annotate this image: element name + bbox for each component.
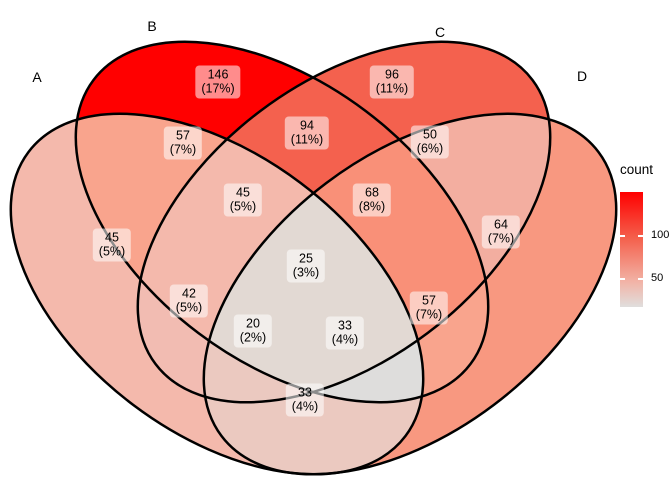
region-pct: (5%)	[175, 300, 203, 315]
region-label-bcd: 68 (8%)	[352, 183, 392, 217]
region-count: 96	[385, 67, 399, 82]
set-label-d: D	[576, 68, 588, 84]
color-legend: count 100 50	[618, 162, 672, 327]
region-count: 45	[236, 185, 250, 200]
legend-title: count	[620, 162, 654, 177]
legend-tick-50-left	[620, 278, 625, 280]
region-pct: (17%)	[201, 81, 235, 96]
region-count: 45	[105, 230, 119, 245]
legend-tick-50-right	[638, 278, 643, 280]
region-pct: (8%)	[358, 199, 386, 214]
region-label-abd: 20 (2%)	[233, 314, 273, 348]
legend-tick-label-50: 50	[651, 272, 664, 284]
region-pct: (11%)	[290, 132, 324, 147]
region-label-ad: 33 (4%)	[285, 383, 325, 417]
region-count: 68	[365, 185, 379, 200]
region-count: 57	[422, 293, 436, 308]
set-c-outline	[136, 40, 552, 404]
region-label-b: 146 (17%)	[195, 65, 241, 99]
set-b-outline	[74, 40, 490, 404]
region-pct: (7%)	[169, 142, 197, 157]
legend-tick-100-right	[638, 235, 643, 237]
set-d-outline	[202, 112, 618, 476]
region-pct: (2%)	[239, 330, 267, 345]
region-count: 146	[207, 67, 229, 82]
region-label-abc: 45 (5%)	[223, 183, 263, 217]
legend-tick-label-100: 100	[651, 229, 670, 241]
region-label-abcd: 25 (3%)	[286, 249, 326, 283]
set-label-a: A	[32, 69, 42, 85]
region-pct: (6%)	[416, 141, 444, 156]
region-pct: (5%)	[229, 199, 257, 214]
region-label-d: 64 (7%)	[481, 215, 521, 249]
set-a-outline	[9, 112, 425, 476]
legend-gradient-bar	[620, 192, 643, 307]
region-pct: (4%)	[331, 332, 359, 347]
region-pct: (5%)	[98, 244, 126, 259]
region-label-c: 96 (11%)	[369, 65, 415, 99]
region-pct: (4%)	[291, 399, 319, 414]
region-count: 25	[299, 251, 313, 266]
region-label-ac: 42 (5%)	[169, 284, 209, 318]
region-pct: (3%)	[292, 265, 320, 280]
region-label-acd: 33 (4%)	[325, 316, 365, 350]
legend-tick-100-left	[620, 235, 625, 237]
region-pct: (7%)	[487, 231, 515, 246]
region-label-a: 45 (5%)	[92, 228, 132, 262]
region-count: 33	[338, 318, 352, 333]
region-label-ab: 57 (7%)	[163, 126, 203, 160]
region-label-cd: 50 (6%)	[410, 125, 450, 159]
region-count: 50	[423, 127, 437, 142]
region-count: 57	[176, 128, 190, 143]
region-label-bd: 57 (7%)	[409, 291, 449, 325]
region-pct: (7%)	[415, 307, 443, 322]
region-count: 20	[246, 316, 260, 331]
set-label-b: B	[147, 18, 157, 34]
region-count: 94	[300, 118, 314, 133]
region-count: 64	[494, 217, 508, 232]
region-count: 42	[182, 286, 196, 301]
set-label-c: C	[434, 24, 446, 40]
region-pct: (11%)	[375, 81, 409, 96]
region-count: 33	[298, 385, 312, 400]
region-label-bc: 94 (11%)	[284, 116, 330, 150]
